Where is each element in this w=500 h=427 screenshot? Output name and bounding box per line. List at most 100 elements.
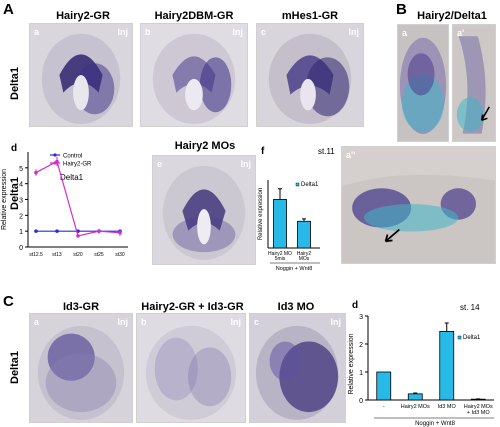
- panel-b-title: Hairy2/Delta1: [417, 10, 487, 22]
- x-tick-label: st30: [115, 252, 125, 258]
- chart-panel-letter: d: [11, 143, 17, 154]
- sub-label-a: a: [402, 28, 408, 38]
- inj-label: Inj: [117, 317, 129, 327]
- legend-label: Control: [63, 154, 82, 160]
- panel-letter-A: A: [3, 1, 14, 18]
- x-tick-label: st12.5: [29, 252, 43, 258]
- legend-label: Delta1: [463, 335, 481, 341]
- x-tick-label: st20: [73, 252, 83, 258]
- embryo-illustration: [255, 325, 339, 420]
- inj-label: Inj: [230, 317, 242, 327]
- inj-label: Inj: [348, 27, 360, 37]
- embryo-photo-b-hairy2dbm-gr: b Inj: [140, 23, 248, 127]
- bar: [407, 393, 423, 401]
- data-point: [34, 170, 38, 175]
- panel-a-row-label: Delta1: [9, 66, 21, 100]
- embryo-photo-b-a-double-prime: a'': [341, 146, 496, 264]
- embryo-photo-c-a-id3-gr: a Inj: [29, 313, 133, 423]
- y-axis-label: Relative expression: [258, 188, 264, 240]
- panel-c-row-label: Delta1: [9, 350, 21, 384]
- data-point: [55, 229, 59, 233]
- legend-label: Hairy2-GR: [63, 162, 92, 168]
- y-tick-label: 3: [359, 314, 363, 321]
- x-tick-label: Hairy2 MOs: [401, 404, 430, 410]
- panel-a-title-3: mHes1-GR: [281, 10, 339, 22]
- chart-title: Delta1: [60, 173, 84, 182]
- legend-marker: [53, 153, 57, 157]
- chart-panel-letter: d: [352, 300, 358, 311]
- embryo-photo-b-a-prime: a': [452, 24, 496, 142]
- panel-a-e-title: Hairy2 MOs: [174, 140, 236, 152]
- y-tick-label: 4: [19, 182, 23, 189]
- bar: [297, 220, 311, 249]
- legend-label: Delta1: [301, 182, 319, 188]
- embryo-photo-c-mhes1-gr: c Inj: [256, 23, 364, 127]
- data-point: [34, 229, 38, 233]
- inj-label: Inj: [232, 27, 244, 37]
- embryo-illustration: [398, 26, 448, 140]
- panel-letter-B: B: [396, 1, 407, 18]
- x-tick-label: MOs: [299, 256, 310, 262]
- data-point: [76, 234, 80, 238]
- data-point: [97, 229, 101, 233]
- inj-label: Inj: [330, 317, 342, 327]
- sub-label-b: b: [145, 27, 151, 37]
- embryo-illustration: [342, 147, 495, 263]
- x-tick-label: st13: [52, 252, 62, 258]
- x-tick-label: st25: [94, 252, 104, 258]
- chart-c-d: d st. 14 0 1 2 3 Relative expression - Hairy2 MO…: [348, 300, 494, 427]
- sub-label-b: b: [141, 317, 147, 327]
- footer-label: Noggin + Wnt8: [276, 266, 313, 272]
- sub-label-c: c: [254, 317, 260, 327]
- embryo-illustration: [37, 325, 125, 420]
- inj-label: Inj: [117, 27, 129, 37]
- y-tick-label: 0: [359, 398, 363, 405]
- bar: [273, 199, 287, 249]
- panel-a-title-1: Hairy2-GR: [56, 10, 110, 22]
- y-tick-label: 2: [19, 213, 23, 220]
- y-axis-label: Relative expression: [348, 333, 355, 394]
- legend-swatch: [295, 182, 300, 187]
- panel-letter-C: C: [3, 293, 14, 310]
- x-tick-label: -: [383, 404, 385, 410]
- x-tick-label: Hairy2 MO: [268, 251, 292, 257]
- y-tick-label: 2: [359, 342, 363, 349]
- panel-c-title-2: Hairy2-GR + Id3-GR: [141, 301, 244, 313]
- chart-stage-label: st.11: [318, 147, 335, 156]
- y-axis-label: Relative expression: [1, 169, 8, 230]
- y-tick-label: 5: [19, 166, 23, 173]
- sub-label-a: a: [34, 27, 40, 37]
- sub-label-e: e: [157, 159, 163, 169]
- chart-panel-letter: f: [261, 146, 265, 157]
- embryo-illustration: [152, 33, 236, 125]
- y-tick-label: 3: [19, 198, 23, 205]
- embryo-illustration: [162, 165, 246, 261]
- x-tick-label: Id3 MO: [438, 404, 457, 410]
- x-tick-label: Hairy2: [297, 251, 312, 257]
- arrow-icon: [384, 228, 400, 243]
- legend-swatch: [457, 335, 462, 340]
- footer-label: Noggin + Wnt8: [415, 421, 456, 427]
- sub-label-a-double-prime: a'': [346, 150, 356, 160]
- arrow-icon: [480, 106, 490, 121]
- x-tick-label: + Id3 MO: [467, 410, 490, 416]
- embryo-photo-b-a: a: [397, 24, 449, 142]
- embryo-illustration: [41, 33, 121, 125]
- embryo-illustration: [453, 26, 495, 140]
- panel-c-title-3: Id3 MO: [277, 301, 315, 313]
- sub-label-a-prime: a': [457, 28, 465, 38]
- legend-marker: [53, 161, 57, 165]
- sub-label-a: a: [34, 317, 40, 327]
- embryo-photo-c-c-id3-mo: c Inj: [249, 313, 346, 423]
- embryo-photo-a-e: e Inj: [152, 155, 256, 265]
- embryo-illustration: [268, 33, 352, 125]
- y-tick-label: 0: [19, 245, 23, 252]
- embryo-illustration: [145, 325, 237, 421]
- y-tick-label: 1: [359, 370, 363, 377]
- x-tick-label: 5mis: [275, 256, 286, 262]
- embryo-photo-a-hairy2-gr: a Inj: [29, 23, 133, 127]
- x-tick-label: Hairy2 MOs: [464, 404, 493, 410]
- bar: [439, 331, 455, 401]
- chart-stage-label: st. 14: [460, 303, 480, 312]
